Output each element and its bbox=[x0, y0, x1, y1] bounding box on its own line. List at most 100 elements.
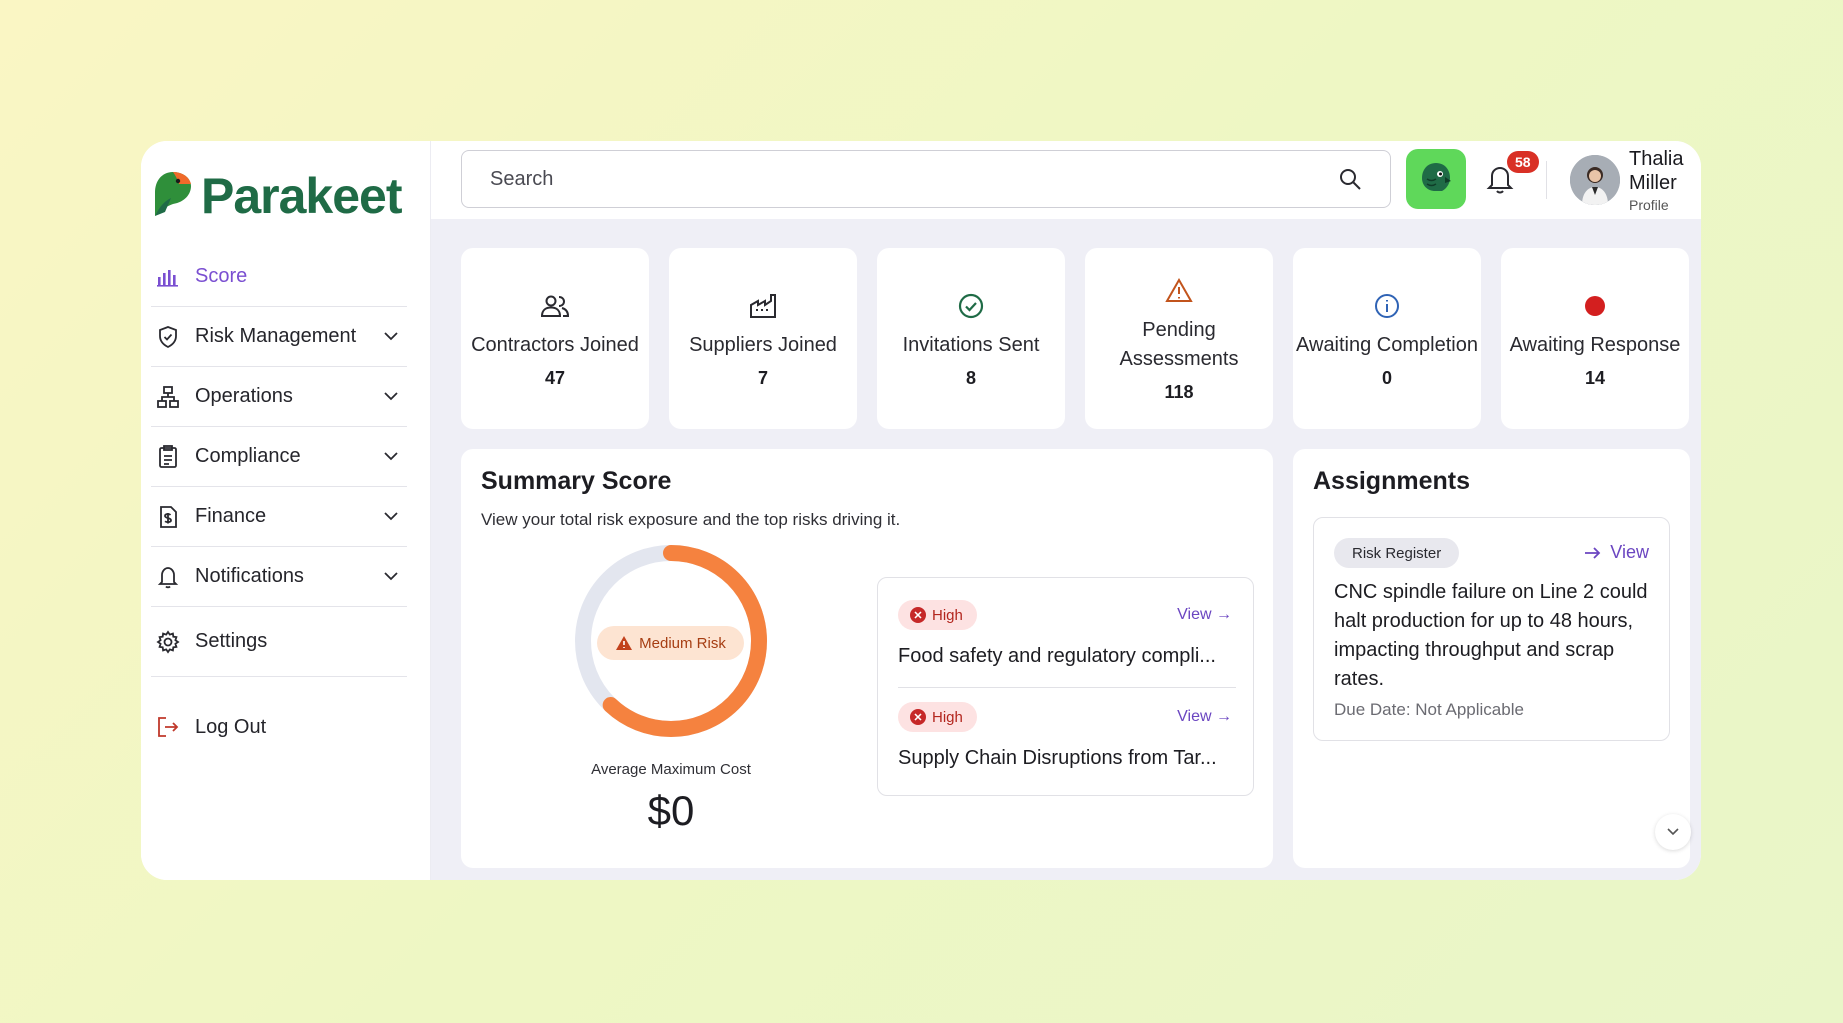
stat-card-pending[interactable]: Pending Assessments 118 bbox=[1085, 248, 1273, 429]
severity-badge: ✕ High bbox=[898, 702, 977, 732]
stat-card-suppliers[interactable]: Suppliers Joined 7 bbox=[669, 248, 857, 429]
stat-card-invitations[interactable]: Invitations Sent 8 bbox=[877, 248, 1065, 429]
sidebar-item-operations[interactable]: Operations bbox=[151, 367, 407, 427]
stat-label: Contractors Joined bbox=[471, 333, 639, 356]
metric-label: Average Maximum Cost bbox=[591, 761, 751, 778]
notification-count-badge: 58 bbox=[1507, 151, 1539, 173]
sidebar-item-label: Score bbox=[195, 265, 248, 287]
sidebar-item-finance[interactable]: Finance bbox=[151, 487, 407, 547]
stat-card-awaiting-response[interactable]: Awaiting Response 14 bbox=[1501, 248, 1689, 429]
arrow-right-icon bbox=[1585, 546, 1601, 559]
avatar[interactable] bbox=[1570, 155, 1620, 205]
parakeet-logo-icon bbox=[151, 168, 195, 225]
user-name[interactable]: Thalia Miller bbox=[1629, 148, 1684, 194]
sidebar-item-score[interactable]: Score bbox=[151, 247, 407, 307]
bar-chart-icon bbox=[155, 264, 181, 290]
list-item[interactable]: ✕ High View → Supply Chain Disruptions f… bbox=[898, 702, 1236, 769]
sidebar-item-label: Operations bbox=[195, 385, 293, 407]
stat-value: 0 bbox=[1381, 367, 1392, 388]
sidebar-item-compliance[interactable]: Compliance bbox=[151, 427, 407, 487]
warning-icon bbox=[1165, 274, 1193, 308]
assignment-tag: Risk Register bbox=[1334, 538, 1460, 568]
risk-title: Food safety and regulatory compli... bbox=[898, 645, 1216, 667]
stat-value: 7 bbox=[757, 367, 768, 388]
sidebar: Parakeet Score Risk Management Ope bbox=[141, 141, 431, 880]
search-icon[interactable] bbox=[1338, 167, 1362, 196]
close-circle-icon: ✕ bbox=[910, 709, 926, 725]
search-box bbox=[461, 150, 1391, 208]
chevron-down-icon[interactable] bbox=[381, 387, 401, 407]
stat-value: 14 bbox=[1584, 367, 1606, 388]
sidebar-item-label: Compliance bbox=[195, 445, 301, 467]
brand-name: Parakeet bbox=[201, 168, 402, 224]
dollar-document-icon bbox=[155, 504, 181, 530]
risk-title: Supply Chain Disruptions from Tar... bbox=[898, 747, 1217, 769]
sidebar-item-label: Finance bbox=[195, 505, 267, 527]
view-link[interactable]: View → bbox=[1177, 708, 1232, 725]
severity-badge: ✕ High bbox=[898, 600, 977, 630]
search-input[interactable] bbox=[462, 151, 1302, 207]
main-content: 58 Thalia Miller Profile Contractors Joi… bbox=[431, 141, 1701, 880]
factory-icon bbox=[749, 289, 777, 323]
app-window: Parakeet Score Risk Management Ope bbox=[141, 141, 1701, 880]
risk-gauge bbox=[575, 545, 767, 737]
view-link[interactable]: View → bbox=[1177, 606, 1232, 623]
risk-level-badge: Medium Risk bbox=[597, 626, 744, 660]
sidebar-item-risk-management[interactable]: Risk Management bbox=[151, 307, 407, 367]
chevron-down-icon[interactable] bbox=[381, 447, 401, 467]
summary-score-panel: Summary Score View your total risk expos… bbox=[461, 449, 1273, 868]
view-link-label: View bbox=[1610, 542, 1649, 562]
stat-label: Pending Assessments bbox=[1119, 319, 1239, 370]
sidebar-item-notifications[interactable]: Notifications bbox=[151, 547, 407, 607]
chevron-down-icon bbox=[1667, 828, 1679, 836]
hierarchy-icon bbox=[155, 384, 181, 410]
logo[interactable]: Parakeet bbox=[151, 167, 402, 225]
warning-icon bbox=[616, 636, 633, 650]
users-icon bbox=[540, 289, 570, 323]
stat-value: 118 bbox=[1164, 382, 1194, 402]
chevron-down-icon[interactable] bbox=[381, 507, 401, 527]
stat-card-contractors[interactable]: Contractors Joined 47 bbox=[461, 248, 649, 429]
stat-label: Suppliers Joined bbox=[689, 333, 837, 356]
stat-label: Awaiting Response bbox=[1509, 333, 1681, 356]
user-profile-link[interactable]: Profile bbox=[1629, 197, 1669, 213]
risk-level-label: Medium Risk bbox=[639, 634, 726, 652]
list-item[interactable]: ✕ High View → Food safety and regulatory… bbox=[898, 600, 1236, 688]
assignments-panel: Assignments Risk Register View CNC spind… bbox=[1293, 449, 1691, 868]
notification-bell-icon[interactable] bbox=[1486, 163, 1518, 197]
red-dot-icon bbox=[1583, 289, 1607, 323]
logout-icon bbox=[155, 714, 181, 740]
check-circle-icon bbox=[958, 289, 984, 323]
sidebar-nav: Score Risk Management Operations bbox=[151, 247, 407, 757]
due-date: Due Date: Not Applicable bbox=[1334, 700, 1524, 719]
scroll-down-button[interactable] bbox=[1655, 814, 1691, 850]
parakeet-head-icon bbox=[1418, 159, 1454, 200]
view-link[interactable]: View bbox=[1584, 542, 1649, 563]
stat-cards: Contractors Joined 47 Suppliers Joined 7… bbox=[461, 248, 1689, 429]
close-circle-icon: ✕ bbox=[910, 607, 926, 623]
clipboard-icon bbox=[155, 444, 181, 470]
panel-title: Assignments bbox=[1313, 467, 1470, 495]
assignment-description: CNC spindle failure on Line 2 could halt… bbox=[1334, 581, 1648, 690]
chevron-down-icon[interactable] bbox=[381, 327, 401, 347]
sidebar-item-label: Risk Management bbox=[195, 325, 357, 347]
stat-card-awaiting-completion[interactable]: Awaiting Completion 0 bbox=[1293, 248, 1481, 429]
metric-value: $0 bbox=[647, 787, 695, 834]
stat-label: Invitations Sent bbox=[902, 333, 1040, 356]
sidebar-item-settings[interactable]: Settings bbox=[151, 607, 407, 677]
stat-label: Awaiting Completion bbox=[1296, 333, 1478, 356]
severity-label: High bbox=[932, 708, 963, 726]
sidebar-item-logout[interactable]: Log Out bbox=[151, 697, 407, 757]
risk-gauge-arc bbox=[575, 545, 767, 737]
top-risks-list: ✕ High View → Food safety and regulatory… bbox=[877, 577, 1254, 796]
topbar: 58 Thalia Miller Profile bbox=[431, 141, 1701, 219]
chevron-down-icon[interactable] bbox=[381, 567, 401, 587]
bell-icon bbox=[155, 564, 181, 590]
assistant-button[interactable] bbox=[1406, 149, 1466, 209]
shield-icon bbox=[155, 324, 181, 350]
info-icon bbox=[1374, 289, 1400, 323]
assignment-card[interactable]: Risk Register View CNC spindle failure o… bbox=[1313, 517, 1670, 741]
stat-value: 47 bbox=[544, 367, 566, 388]
topbar-divider bbox=[1546, 161, 1547, 199]
sidebar-item-label: Settings bbox=[195, 630, 268, 652]
